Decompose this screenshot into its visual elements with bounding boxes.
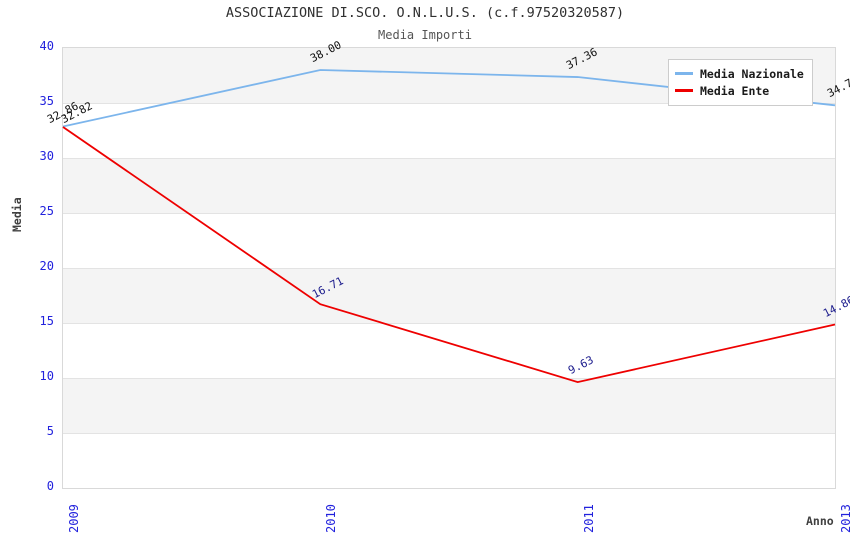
gridline xyxy=(63,268,835,269)
y-tick-label: 15 xyxy=(39,314,54,328)
x-tick-label: 2009 xyxy=(67,504,81,533)
plot-area: 32.86 38.00 37.36 34.79 32.82 16.71 9.63 14.86 xyxy=(45,38,850,489)
series-lines xyxy=(62,69,836,383)
legend-color-swatch xyxy=(675,72,693,75)
y-tick-label: 10 xyxy=(39,369,54,383)
gridline xyxy=(63,323,835,324)
y-tick-label: 35 xyxy=(39,94,54,108)
grid-band xyxy=(63,378,835,433)
gridline xyxy=(63,433,835,434)
x-tick-label: 2010 xyxy=(324,504,339,533)
grid-band xyxy=(63,268,835,323)
chart-legend: Media Nazionale Media Ente xyxy=(668,59,813,106)
grid-band xyxy=(63,158,835,213)
legend-item[interactable]: Media Nazionale xyxy=(675,65,804,82)
legend-item[interactable]: Media Ente xyxy=(675,82,804,99)
y-tick-label: 20 xyxy=(39,259,54,273)
y-axis-label: Media xyxy=(10,197,24,232)
legend-label: Media Nazionale xyxy=(700,66,804,81)
x-tick-label: 2013 xyxy=(839,504,850,533)
y-tick-label: 40 xyxy=(39,39,54,53)
chart-title: ASSOCIAZIONE DI.SCO. O.N.L.U.S. (c.f.975… xyxy=(225,5,625,21)
series-line xyxy=(62,126,836,383)
gridline xyxy=(63,158,835,159)
x-tick-label: 2011 xyxy=(581,504,596,533)
y-tick-label: 30 xyxy=(39,149,54,163)
legend-color-swatch xyxy=(675,89,693,92)
gridline xyxy=(63,213,835,214)
gridline xyxy=(63,378,835,379)
y-tick-label: 25 xyxy=(39,204,54,218)
legend-label: Media Ente xyxy=(700,83,770,98)
x-axis-label: Anno xyxy=(806,514,834,528)
y-tick-label: 0 xyxy=(46,479,54,493)
y-tick-label: 5 xyxy=(46,424,54,438)
gridline xyxy=(63,103,835,104)
chart-subtitle: Media Importi xyxy=(378,28,472,42)
